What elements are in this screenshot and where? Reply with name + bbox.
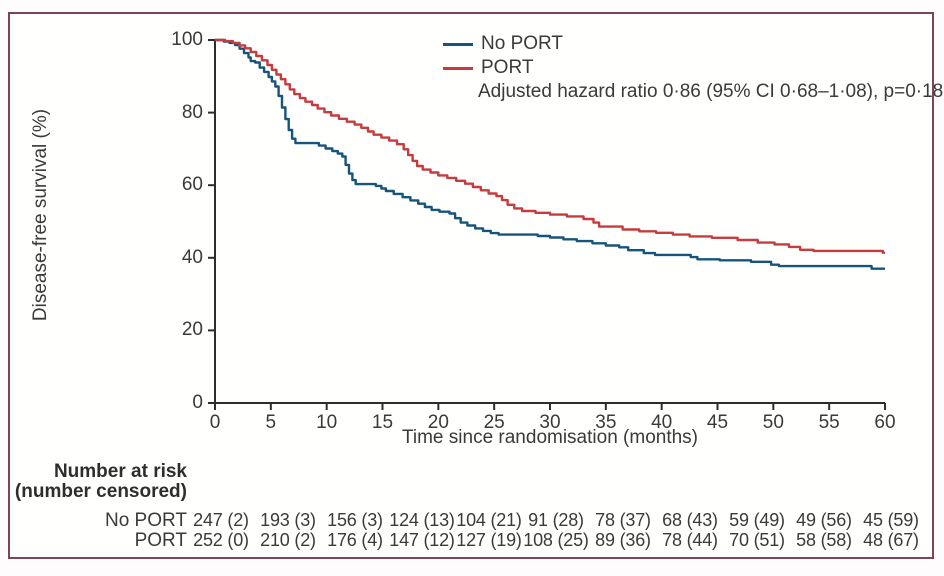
x-axis-title: Time since randomisation (months) (401, 427, 698, 448)
risk-cell: 193 (3) (260, 510, 316, 530)
risk-cell: 70 (51) (729, 530, 785, 550)
x-tick-label: 50 (762, 412, 784, 433)
risk-cell: 156 (3) (327, 510, 383, 530)
x-tick-label: 5 (265, 412, 277, 433)
legend-item-port: PORT (443, 56, 563, 80)
km-plot-canvas (208, 38, 886, 410)
risk-cell: 124 (13) (389, 510, 455, 530)
risk-cell: 58 (58) (796, 530, 852, 550)
x-tick-label: 45 (706, 412, 729, 433)
legend-line-swatch (443, 42, 473, 46)
risk-cell: 68 (43) (662, 510, 718, 530)
risk-cell: 176 (4) (327, 530, 383, 550)
legend-label: No PORT (481, 33, 564, 54)
risk-cell: 91 (28) (528, 510, 584, 530)
survival-curve-no-port (215, 38, 885, 270)
x-tick-label: 35 (595, 412, 617, 433)
y-axis-title: Disease-free survival (%) (30, 108, 51, 322)
risk-table-header-line1: Number at risk (53, 461, 187, 482)
hazard-ratio-annotation: Adjusted hazard ratio 0·86 (95% CI 0·68–… (478, 81, 944, 102)
risk-cell: 147 (12) (389, 530, 455, 550)
figure-frame: 0 20 40 60 80 100 0 5 10 15 20 25 30 35 40 45 50 55 60 Di… (8, 12, 943, 559)
y-tick-label: 0 (192, 392, 203, 413)
risk-row-label-no-port: No PORT (104, 510, 187, 531)
x-tick-label: 60 (874, 412, 896, 433)
x-tick-label: 10 (316, 412, 338, 433)
y-tick-label: 60 (181, 174, 203, 196)
x-tick-label: 25 (483, 412, 505, 433)
legend: No PORT PORT (443, 32, 563, 80)
x-tick-label: 15 (371, 412, 394, 433)
legend-label: PORT (481, 57, 534, 78)
y-tick-label: 80 (181, 101, 203, 123)
risk-cell: 49 (56) (796, 510, 852, 530)
y-tick-label: 40 (181, 246, 203, 268)
risk-cell: 78 (37) (595, 510, 651, 530)
survival-curve-port (215, 38, 885, 254)
risk-cell: 247 (2) (193, 510, 249, 530)
y-tick-label: 100 (171, 29, 203, 50)
x-tick-label: 40 (651, 412, 673, 433)
risk-cell: 108 (25) (523, 530, 589, 550)
risk-cell: 127 (19) (456, 530, 522, 550)
y-tick-label: 20 (181, 319, 203, 341)
x-tick-label: 30 (539, 412, 561, 433)
risk-cell: 252 (0) (193, 530, 249, 550)
risk-cell: 59 (49) (729, 510, 785, 530)
risk-table-header-line2: (number censored) (14, 481, 187, 502)
risk-cell: 78 (44) (662, 530, 718, 550)
risk-cell: 45 (59) (863, 510, 919, 530)
risk-cell: 89 (36) (595, 530, 651, 550)
risk-cell: 210 (2) (260, 530, 316, 550)
x-tick-label: 55 (818, 412, 840, 433)
legend-line-swatch (443, 66, 473, 70)
risk-cell: 48 (67) (863, 530, 919, 550)
x-tick-label: 0 (209, 412, 221, 433)
x-tick-label: 20 (427, 412, 449, 433)
risk-cell: 104 (21) (456, 510, 522, 530)
legend-item-no-port: No PORT (443, 32, 563, 56)
risk-row-label-port: PORT (134, 530, 187, 551)
